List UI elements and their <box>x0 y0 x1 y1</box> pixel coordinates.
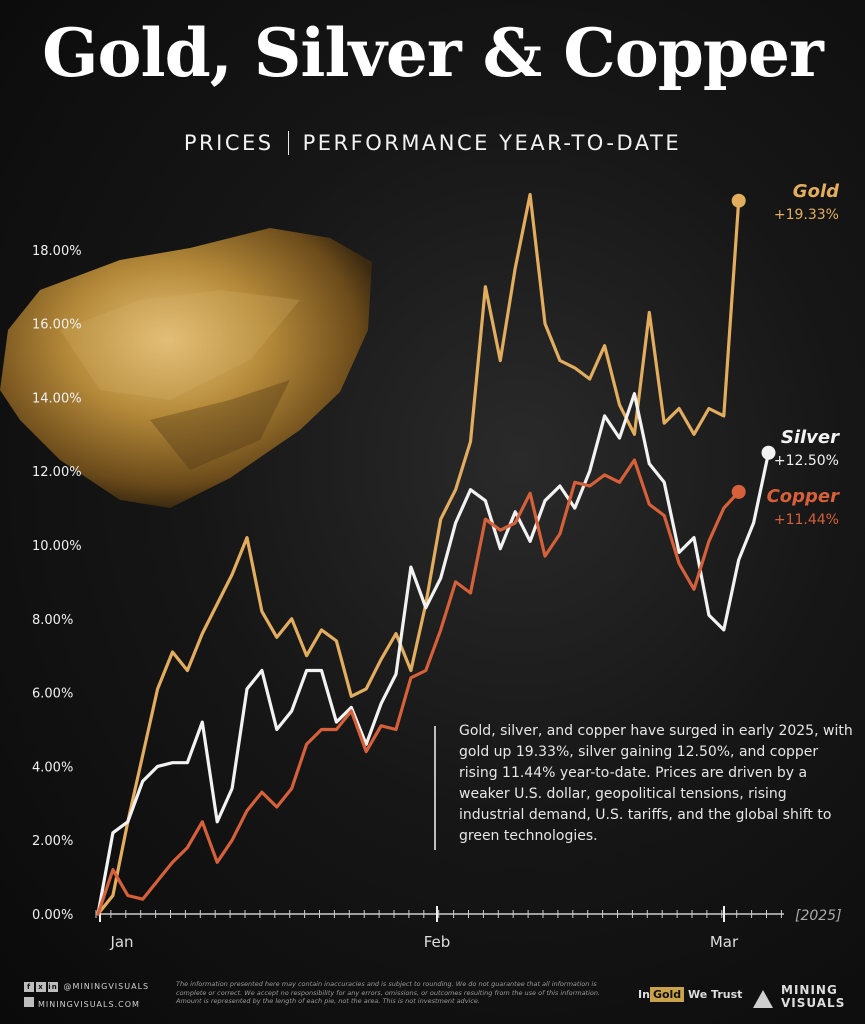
series-end-dot-copper <box>731 484 746 499</box>
series-end-dot-gold <box>731 193 746 208</box>
series-line-gold <box>96 192 741 916</box>
partner-logo-c: We Trust <box>688 988 743 1001</box>
y-tick-label: 10.00% <box>32 539 82 554</box>
y-tick-label: 14.00% <box>32 391 82 406</box>
series-value-label-silver: +12.50% <box>774 453 839 469</box>
partner-logo-a: In <box>638 988 650 1001</box>
chart-title: Gold, Silver & Copper <box>42 14 824 92</box>
series-line-silver <box>96 392 771 916</box>
series-lines <box>96 192 776 916</box>
x-tick-label: Feb <box>424 933 451 951</box>
brand-mountain-icon <box>753 990 773 1008</box>
y-tick-label: 12.00% <box>32 465 82 480</box>
facebook-icon[interactable]: f <box>24 982 34 992</box>
y-axis-labels: 0.00% 2.00% 4.00% 6.00% 8.00% 10.00% 12.00% 14.… <box>32 244 82 923</box>
social-links[interactable]: f x in @MININGVISUALS <box>24 982 149 992</box>
website-text[interactable]: MININGVISUALS.COM <box>38 1000 140 1009</box>
y-tick-label: 2.00% <box>32 834 73 849</box>
social-handle[interactable]: @MININGVISUALS <box>63 982 150 991</box>
y-tick-label: 18.00% <box>32 244 82 259</box>
x-tick-label: Jan <box>109 933 133 951</box>
note-text: Gold, silver, and copper have surged in … <box>459 723 853 844</box>
year-label: [2025] <box>795 908 842 924</box>
brand-name: MINING VISUALS <box>781 983 846 1010</box>
series-value-label-gold: +19.33% <box>774 207 839 223</box>
series-name-label-copper: Copper <box>767 486 841 507</box>
subtitle-right: PERFORMANCE YEAR-TO-DATE <box>302 131 682 155</box>
series-end-dot-silver <box>761 445 776 460</box>
y-tick-label: 6.00% <box>32 687 73 702</box>
chart-subtitle: PRICES PERFORMANCE YEAR-TO-DATE <box>0 131 865 155</box>
subtitle-left: PRICES <box>183 131 274 155</box>
x-tick-label: Mar <box>710 933 739 951</box>
subtitle-divider <box>287 131 289 155</box>
y-tick-label: 16.00% <box>32 318 82 333</box>
home-icon <box>24 997 34 1007</box>
note-divider <box>434 726 436 850</box>
y-tick-label: 0.00% <box>32 908 73 923</box>
partner-logo: In Gold We Trust <box>638 987 743 1002</box>
series-name-label-silver: Silver <box>781 427 840 448</box>
axes: Jan Feb Mar [2025] <box>95 906 842 951</box>
y-tick-label: 8.00% <box>32 613 73 628</box>
x-icon[interactable]: x <box>36 982 46 992</box>
y-tick-label: 4.00% <box>32 760 73 775</box>
end-labels: Gold +19.33% Silver +12.50% Copper +11.44% <box>767 181 841 528</box>
partner-logo-b: Gold <box>649 987 685 1002</box>
gold-nugget-image <box>0 228 372 508</box>
disclaimer: The information presented here may conta… <box>176 980 601 1005</box>
linkedin-icon[interactable]: in <box>48 982 58 992</box>
series-value-label-copper: +11.44% <box>774 512 839 528</box>
footer: f x in @MININGVISUALS MININGVISUALS.COM Th… <box>0 976 865 1024</box>
website-link[interactable]: MININGVISUALS.COM <box>24 997 140 1009</box>
series-name-label-gold: Gold <box>793 181 840 202</box>
series-line-copper <box>96 458 741 916</box>
